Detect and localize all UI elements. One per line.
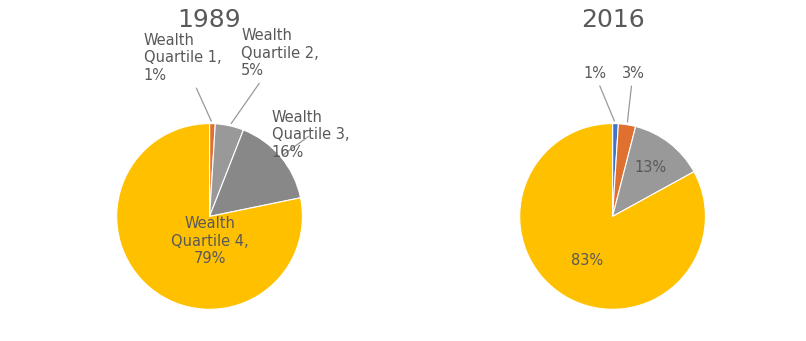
Wedge shape	[520, 123, 705, 309]
Text: 1%: 1%	[583, 65, 614, 121]
Text: Wealth
Quartile 1,
1%: Wealth Quartile 1, 1%	[144, 33, 222, 121]
Wedge shape	[210, 123, 215, 217]
Wedge shape	[613, 123, 618, 217]
Text: Wealth
Quartile 3,
16%: Wealth Quartile 3, 16%	[272, 110, 349, 160]
Wedge shape	[117, 123, 302, 309]
Wedge shape	[210, 130, 301, 217]
Wedge shape	[210, 124, 243, 217]
Text: 83%: 83%	[571, 253, 603, 268]
Title: 2016: 2016	[580, 8, 645, 32]
Wedge shape	[613, 124, 636, 217]
Text: 13%: 13%	[634, 160, 667, 175]
Title: 1989: 1989	[178, 8, 241, 32]
Text: Wealth
Quartile 2,
5%: Wealth Quartile 2, 5%	[231, 29, 319, 123]
Text: 3%: 3%	[621, 65, 644, 122]
Text: Wealth
Quartile 4,
79%: Wealth Quartile 4, 79%	[171, 217, 248, 266]
Wedge shape	[613, 127, 694, 217]
